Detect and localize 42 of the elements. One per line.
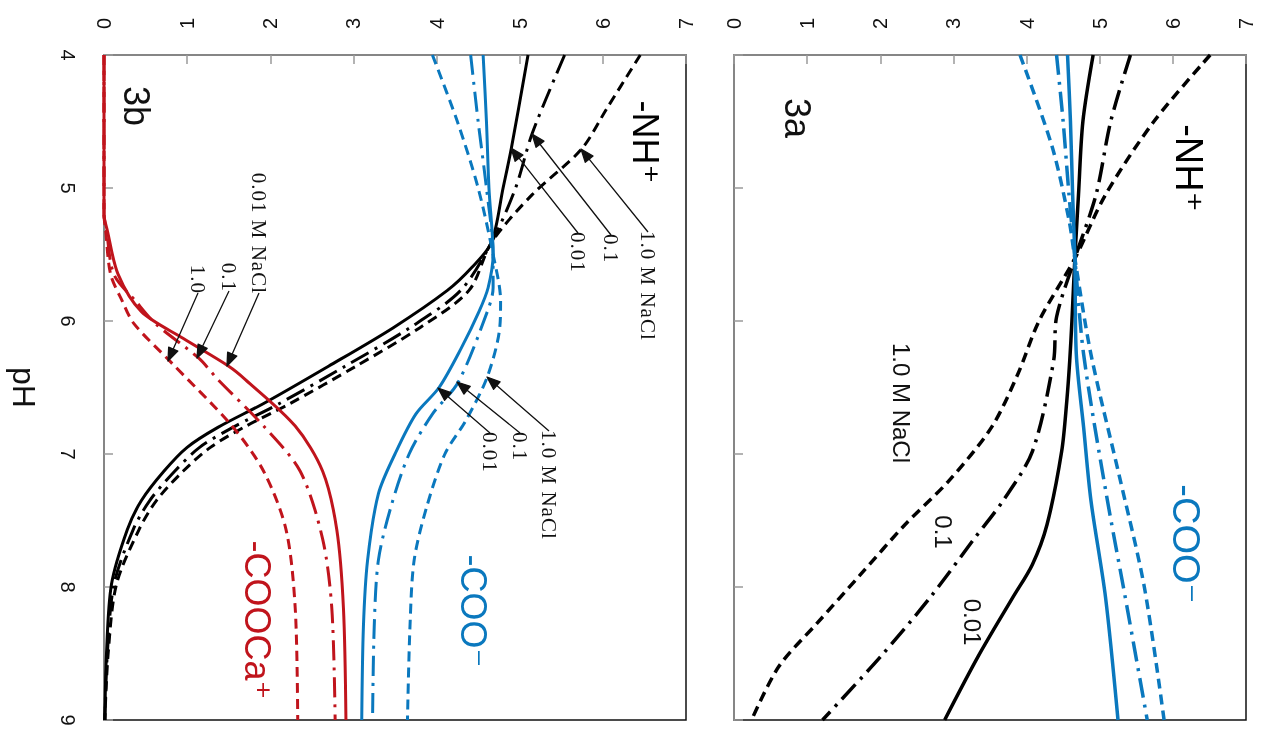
- annotation: 3a: [776, 97, 818, 139]
- x-tick-label: 6: [1161, 17, 1184, 29]
- annotation: 0.01 M NaCl: [247, 172, 271, 294]
- annotation: 1.0 M NaCl: [887, 342, 915, 464]
- y-tick-label: 6: [57, 315, 79, 327]
- x-tick-label: 7: [675, 17, 697, 29]
- x-tick-label: 2: [869, 17, 892, 29]
- annotation: 0.01: [478, 432, 502, 473]
- annotation: 0.01: [958, 598, 986, 646]
- annotation: 1.0 M NaCl: [636, 231, 660, 341]
- annotation: 0.1: [508, 432, 532, 462]
- annotation: 1.0: [186, 264, 210, 294]
- x-tick-label: 1: [796, 17, 819, 29]
- annotation: 0.1: [929, 515, 957, 549]
- x-tick-label: 0: [93, 17, 115, 29]
- text: -COOCa⁺: [236, 540, 278, 700]
- y-tick-label: 8: [57, 581, 79, 593]
- x-tick-label: 4: [425, 17, 448, 29]
- x-tick-label: 3: [342, 17, 365, 29]
- annotation: 3b: [115, 85, 157, 127]
- text: -NH⁺: [1168, 124, 1210, 212]
- x-tick-label: 4: [1015, 17, 1038, 29]
- text: -NH⁺: [624, 100, 666, 184]
- y-axis-title: pH: [6, 367, 42, 408]
- x-tick-label: 7: [1235, 17, 1257, 29]
- text: -COO⁻: [452, 554, 494, 668]
- annotation: 1.0 M NaCl: [537, 430, 561, 540]
- x-tick-label: 1: [176, 17, 199, 29]
- y-tick-label: 5: [57, 182, 79, 194]
- x-tick-label: 3: [942, 17, 965, 29]
- annotation: 0.01: [566, 232, 590, 273]
- x-tick-label: 5: [1088, 17, 1111, 29]
- x-tick-label: 2: [259, 17, 282, 29]
- annotation: 0.1: [599, 234, 623, 264]
- y-tick-label: 7: [57, 448, 79, 460]
- x-tick-label: 0: [723, 17, 745, 29]
- x-tick-label: 5: [508, 17, 531, 29]
- y-tick-label: 4: [57, 49, 79, 61]
- text: -COO⁻: [1165, 484, 1207, 604]
- annotation: 0.1: [217, 262, 241, 292]
- x-tick-label: 6: [591, 17, 614, 29]
- y-tick-label: 9: [57, 714, 79, 726]
